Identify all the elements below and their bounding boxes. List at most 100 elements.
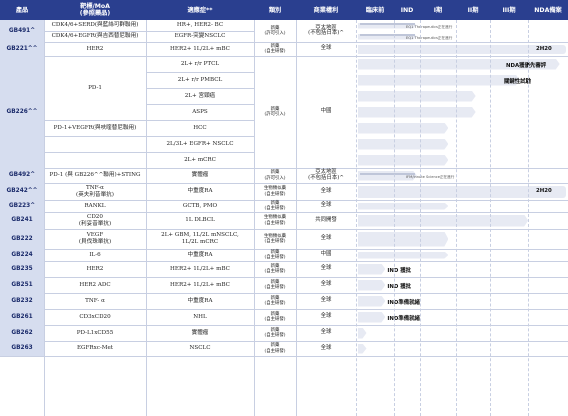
target-cell: CDK4/6+EGFR(與吉西替尼聯用): [51, 33, 139, 40]
progress-bar: [358, 23, 417, 29]
product-cell-bg: [0, 293, 44, 309]
rights-cell: 全球: [320, 45, 332, 52]
product-code: GB262: [11, 329, 33, 336]
rights-cell: 全球: [320, 329, 332, 336]
indication-cell: ASPS: [192, 108, 208, 115]
rights-cell: 全球: [320, 297, 332, 304]
indication-cell: 實體瘤: [191, 329, 209, 336]
progress-bar: [358, 155, 448, 166]
header-indication: 適應症**: [146, 0, 255, 20]
indication-cell: 2L/3L+ EGFR+ NSCLC: [166, 140, 234, 147]
target-cell: HER2: [86, 45, 104, 52]
product-cell-bg: [0, 42, 44, 56]
header-product: 產品: [0, 0, 45, 20]
progress-bar: [358, 139, 448, 150]
product-cell-bg: [0, 261, 44, 277]
progress-bar: [358, 59, 560, 70]
product-code: GB224: [11, 251, 33, 258]
column-divider: [420, 20, 421, 416]
sub-row-divider: [44, 120, 254, 121]
rights-cell: 全球: [320, 187, 332, 194]
header-phase1: I期: [420, 0, 457, 20]
sub-row-divider: [146, 88, 254, 89]
sub-row-divider: [44, 136, 254, 137]
row-divider: [0, 183, 568, 184]
progress-bar: [358, 91, 476, 102]
product-code: GB261: [11, 313, 33, 320]
product-code: GB235: [11, 265, 33, 272]
target-cell: TNF- α: [85, 297, 105, 304]
product-cell-bg: [0, 20, 44, 42]
product-cell-bg: [0, 200, 44, 212]
header-preclinical: 臨床前: [356, 0, 395, 20]
column-divider: [394, 20, 395, 416]
progress-bar: [358, 171, 417, 181]
rights-cell: 中國: [320, 251, 332, 258]
product-cell-bg: [0, 56, 44, 168]
rights-cell: 全球: [320, 281, 332, 288]
header-nda: NDA備案: [528, 0, 568, 20]
rights-cell: 全球: [320, 202, 332, 209]
row-divider: [0, 261, 568, 262]
indication-cell: 2L+ 宮頸癌: [184, 92, 216, 99]
stage-label: 2H20: [536, 188, 552, 194]
partner-progress-stripe: [360, 22, 415, 25]
indication-cell: EGFR-突變NSCLC: [174, 33, 226, 40]
header-ind: IND: [394, 0, 421, 20]
header-phase3: III期: [490, 0, 529, 20]
progress-bar: [358, 252, 448, 259]
target-cell: PD-1 (與 GB226^^聯用)+STING: [49, 172, 141, 179]
category-cell: 新藥 (自主研發): [264, 43, 286, 54]
category-cell: 新藥 (自主研發): [264, 327, 286, 338]
target-cell: VEGF (貝伐珠單抗): [78, 232, 112, 245]
category-cell: 新藥 (自主研發): [264, 343, 286, 354]
partner-note: EQ1 Therapeutics正在進行: [406, 36, 453, 40]
progress-bar: [358, 123, 448, 134]
product-code: GB241: [11, 217, 33, 224]
product-code: GB251: [11, 281, 33, 288]
stage-label: IND準備就緒: [387, 315, 420, 322]
progress-bar: [358, 44, 566, 54]
partner-note: IFM/Innate Science正在進行: [406, 175, 455, 179]
target-cell: HER2: [86, 265, 104, 272]
progress-bar: [358, 312, 385, 323]
target-cell: PD-1+VEGFR(與呋喹替尼聯用): [53, 124, 137, 131]
row-divider: [0, 325, 568, 326]
product-code: GB223^: [8, 202, 36, 209]
row-divider: [0, 229, 568, 230]
rights-cell: 共同開發: [315, 216, 337, 223]
column-divider: [254, 20, 255, 416]
indication-cell: 實體瘤: [191, 172, 209, 179]
header-phase2: II期: [456, 0, 491, 20]
rights-cell: 亞太地區 (不包括日本)^: [308, 169, 344, 181]
target-cell: CDK4/6+SERD(與藍絲可群聯用): [51, 22, 139, 29]
sub-row-divider: [146, 104, 254, 105]
rights-cell: 中國: [320, 108, 332, 115]
progress-bar: [358, 185, 566, 198]
product-cell-bg: [0, 249, 44, 261]
category-cell: 生物類似藥 (自主研發): [264, 233, 286, 244]
category-cell: 新藥 (自主研發): [264, 249, 286, 260]
target-cell: CD3xCD20: [79, 313, 111, 320]
column-divider: [146, 20, 147, 416]
indication-cell: HR+, HER2- BC: [176, 22, 224, 29]
product-code: GB492^: [8, 172, 36, 179]
indication-cell: 2L+ r/r PMBCL: [177, 76, 223, 83]
sub-row-divider: [146, 72, 254, 73]
sub-row-divider: [44, 152, 254, 153]
product-cell-bg: [0, 341, 44, 356]
progress-bar: [358, 75, 520, 86]
column-divider: [44, 20, 45, 416]
target-cell: PD-L1xCD55: [76, 329, 114, 336]
row-divider: [0, 212, 568, 213]
product-code: GB242^^: [6, 188, 38, 195]
target-cell: CD20 (利妥昔單抗): [78, 213, 112, 227]
target-cell: HER2 ADC: [79, 281, 111, 288]
indication-cell: NHL: [193, 313, 207, 320]
header-category: 類別: [254, 0, 297, 20]
indication-cell: HER2+ 1L/2L+ mBC: [170, 265, 230, 272]
indication-cell: HER2+ 1L/2L+ mBC: [170, 45, 230, 52]
partner-progress-stripe: [360, 33, 415, 36]
column-divider: [296, 20, 297, 416]
